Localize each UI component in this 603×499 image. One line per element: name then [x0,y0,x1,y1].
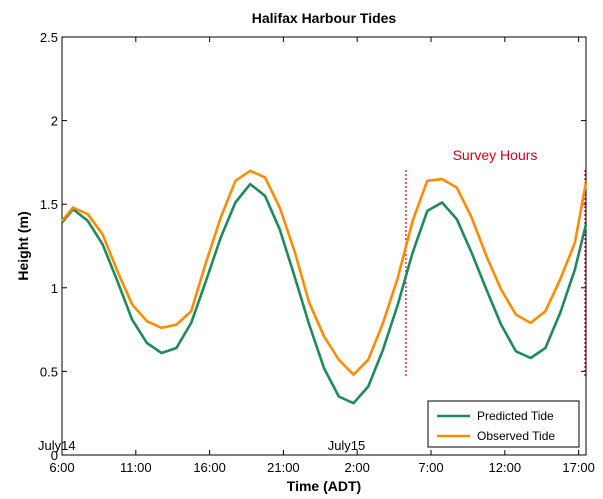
x-tick-label: 2:00 [345,460,370,475]
x-tick-label: 17:00 [562,460,595,475]
survey-hours-label: Survey Hours [453,147,538,163]
y-axis: 0 0.5 1 1.5 2 2.5 [40,30,586,463]
x-tick-label: 6:00 [49,460,74,475]
x-tick-label: 21:00 [267,460,300,475]
y-tick-label: 1.5 [40,197,58,212]
y-tick-label: 2 [51,114,58,129]
date-label: July15 [328,438,366,453]
x-tick-label: 7:00 [418,460,443,475]
x-tick-label: 11:00 [120,460,152,475]
x-tick-label: 16:00 [193,460,226,475]
chart-title: Halifax Harbour Tides [252,10,397,26]
legend-box [427,400,580,448]
series-group [60,169,588,405]
x-tick-label: 12:00 [489,460,522,475]
legend-label-observed: Observed Tide [477,429,555,443]
x-axis-label: Time (ADT) [287,478,361,494]
legend-label-predicted: Predicted Tide [477,409,554,423]
date-label: July14 [38,438,76,453]
y-axis-label: Height (m) [15,211,31,280]
x-axis: 6:00 11:00 16:00 21:00 2:00 7:00 12:00 17:00 [49,37,595,475]
series-line-observed-tide [60,169,588,377]
plot-area [61,36,587,456]
y-tick-label: 0.5 [40,364,58,379]
series-line-predicted-tide [60,182,588,405]
y-tick-label: 0 [51,448,58,463]
legend: Predicted Tide Observed Tide [427,400,580,448]
date-labels: July14 July15 [38,438,365,453]
y-tick-label: 2.5 [40,30,58,45]
y-tick-label: 1 [51,281,58,296]
